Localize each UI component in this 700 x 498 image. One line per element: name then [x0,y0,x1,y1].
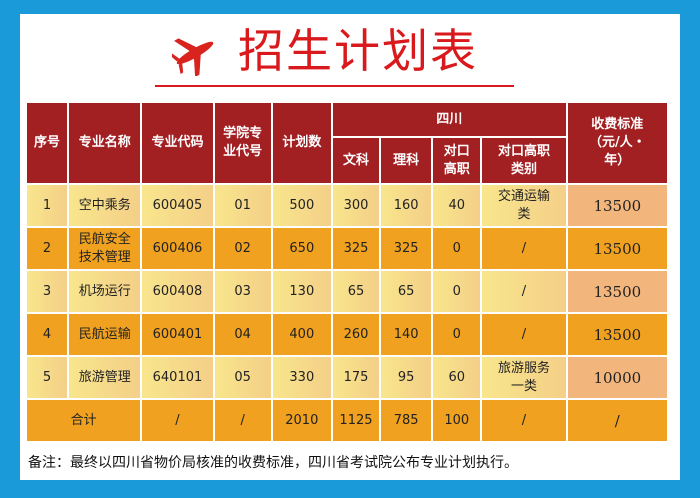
cell-name: 机场运行 [69,271,141,312]
header-duikou: 对口高职 [433,138,481,183]
cell-college-code: / [214,400,271,441]
header-college-code: 学院专业代号 [214,103,271,183]
header-code: 专业代码 [142,103,213,183]
cell-fee: / [567,400,667,441]
cell-college-code: 03 [214,271,271,312]
cell-name: 旅游管理 [69,357,141,398]
cell-wen: 65 [332,271,380,312]
cell-college-code: 02 [214,228,271,269]
header-name: 专业名称 [69,103,141,183]
header-duikou-type: 对口高职类别 [482,138,566,183]
table-row: 4 民航运输 600401 04 400 260 140 0/13500 [27,314,667,355]
cell-seq: 3 [27,271,68,312]
cell-seq: 5 [27,357,68,398]
footnote: 备注：最终以四川省物价局核准的收费标准，四川省考试院公布专业计划执行。 [28,455,518,471]
cell-duikou-type: / [482,400,566,441]
cell-duikou-type: 旅游服务一类 [482,357,566,398]
cell-fee: 13500 [567,271,667,312]
page-title: 招生计划表 [238,24,478,78]
total-label: 合计 [27,400,141,441]
cell-duikou: 0 [433,228,481,269]
total-row: 合计 / / 2010 1125 785 100 / / [27,400,667,441]
cell-wen: 175 [332,357,380,398]
table-row: 2 民航安全技术管理 600406 02 650 325 325 0/13500 [27,228,667,269]
cell-code: 600405 [142,185,213,226]
cell-college-code: 04 [214,314,271,355]
cell-li: 325 [381,228,432,269]
cell-plan: 330 [272,357,331,398]
cell-name: 民航运输 [69,314,141,355]
cell-duikou: 40 [433,185,481,226]
cell-duikou-type: 交通运输类 [482,185,566,226]
cell-seq: 2 [27,228,68,269]
cell-duikou: 100 [433,400,481,441]
cell-plan: 500 [272,185,331,226]
airplane-icon [172,38,214,76]
cell-li: 160 [381,185,432,226]
cell-wen: 260 [332,314,380,355]
header-region: 四川 [332,103,566,136]
header-fee: 收费标准（元/人・年） [567,103,667,183]
cell-duikou-type: / [482,228,566,269]
cell-code: / [142,400,213,441]
cell-plan: 650 [272,228,331,269]
cell-fee: 13500 [567,314,667,355]
cell-wen: 325 [332,228,380,269]
cell-wen: 300 [332,185,380,226]
enrollment-plan-table: 序号 专业名称 专业代码 学院专业代号 计划数 四川 收费标准（元/人・年） 文… [25,101,669,443]
cell-duikou-type: / [482,271,566,312]
cell-name: 空中乘务 [69,185,141,226]
cell-code: 600401 [142,314,213,355]
cell-name: 民航安全技术管理 [69,228,141,269]
cell-code: 600408 [142,271,213,312]
cell-fee: 10000 [567,357,667,398]
header-wen: 文科 [332,138,380,183]
cell-li: 65 [381,271,432,312]
cell-duikou: 60 [433,357,481,398]
cell-duikou-type: / [482,314,566,355]
cell-college-code: 01 [214,185,271,226]
cell-college-code: 05 [214,357,271,398]
table-row: 5 旅游管理 640101 05 330 175 95 60 旅游服务一类 10000 [27,357,667,398]
cell-li: 140 [381,314,432,355]
header-seq: 序号 [27,103,68,183]
cell-duikou: 0 [433,271,481,312]
cell-fee: 13500 [567,228,667,269]
cell-duikou: 0 [433,314,481,355]
cell-seq: 4 [27,314,68,355]
cell-code: 640101 [142,357,213,398]
cell-plan: 130 [272,271,331,312]
cell-plan: 400 [272,314,331,355]
table-row: 1 空中乘务 600405 01 500 300 160 40 交通运输类 13500 [27,185,667,226]
title-underline [155,85,514,87]
cell-seq: 1 [27,185,68,226]
cell-plan: 2010 [272,400,331,441]
cell-fee: 13500 [567,185,667,226]
cell-wen: 1125 [332,400,380,441]
header-li: 理科 [381,138,432,183]
table-row: 3 机场运行 600408 03 130 65 65 0/13500 [27,271,667,312]
cell-li: 95 [381,357,432,398]
cell-li: 785 [381,400,432,441]
header-plan: 计划数 [272,103,331,183]
cell-code: 600406 [142,228,213,269]
